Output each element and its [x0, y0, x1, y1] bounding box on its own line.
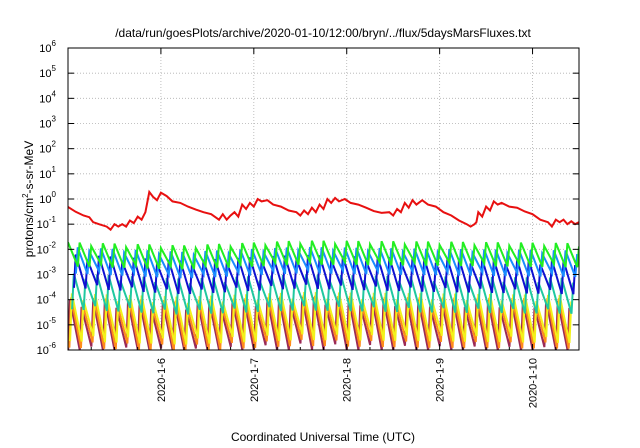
series-line — [73, 254, 577, 295]
x-tick-label: 2020-1-8 — [342, 358, 354, 402]
y-tick-label: 101 — [39, 165, 56, 181]
chart-title: /data/run/goesPlots/archive/2020-01-10/1… — [115, 26, 531, 40]
y-tick-label: 10-5 — [37, 316, 57, 332]
y-tick-label: 10-6 — [37, 341, 57, 357]
x-tick-label: 2020-1-6 — [156, 358, 168, 402]
series-line — [68, 240, 579, 270]
x-axis-label: Coordinated Universal Time (UTC) — [231, 430, 415, 444]
series-line — [69, 291, 573, 345]
y-tick-label: 106 — [39, 39, 56, 55]
y-tick-label: 103 — [39, 115, 56, 131]
y-tick-label: 104 — [39, 89, 56, 105]
series-line — [71, 273, 575, 315]
series-layer — [68, 189, 579, 350]
y-tick-label: 105 — [39, 64, 56, 80]
y-tick-label: 100 — [39, 190, 56, 206]
y-axis-label: protons/cm2-s-sr-MeV — [21, 141, 36, 257]
series-line — [68, 297, 571, 350]
y-axis: 10-6 10-5 10-4 10-3 10-2 10-1 100 101 102 103 104 1… — [37, 39, 579, 357]
y-tick-label: 10-1 — [37, 215, 57, 231]
y-tick-label: 10-4 — [37, 291, 57, 307]
y-tick-label: 10-3 — [37, 266, 57, 282]
y-tick-label: 102 — [39, 140, 56, 156]
x-tick-label: 2020-1-10 — [528, 358, 540, 408]
y-tick-label: 10-2 — [37, 240, 57, 256]
x-axis: 2020-1-6 2020-1-7 2020-1-8 2020-1-9 2020-1-1… — [90, 48, 557, 408]
series-line — [68, 189, 579, 232]
x-tick-label: 2020-1-9 — [435, 358, 447, 402]
x-tick-label: 2020-1-7 — [249, 358, 261, 402]
